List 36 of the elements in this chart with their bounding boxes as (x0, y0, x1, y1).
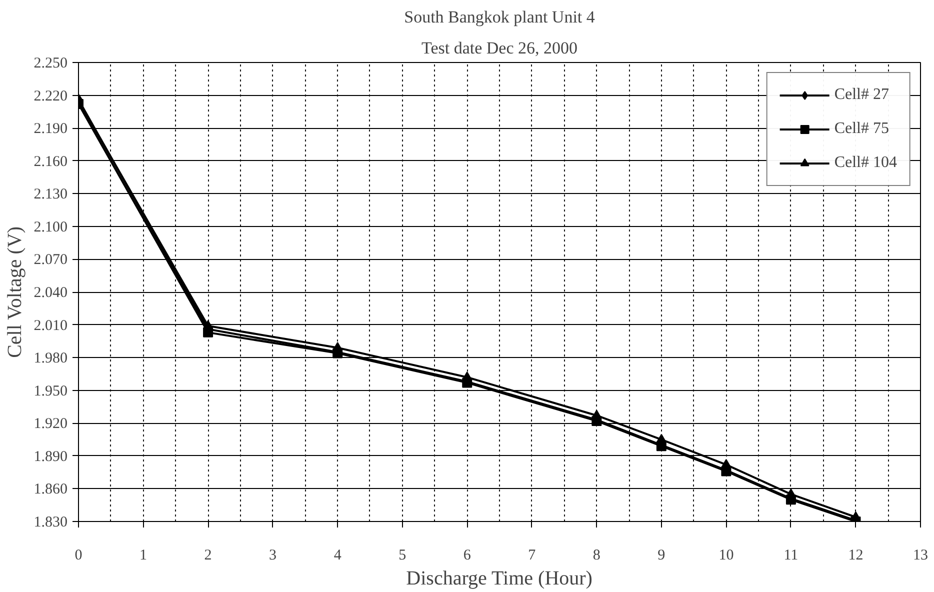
x-tick-label: 7 (528, 548, 536, 564)
x-tick-label: 3 (269, 548, 277, 564)
x-tick-label: 8 (592, 548, 600, 564)
chart-subtitle: Test date Dec 26, 2000 (421, 38, 578, 58)
x-tick-label: 9 (658, 548, 666, 564)
y-tick-label: 2.160 (34, 154, 68, 170)
y-tick-label: 1.890 (34, 448, 68, 465)
x-axis-title: Discharge Time (Hour) (406, 568, 592, 590)
x-tick-label: 12 (848, 548, 864, 564)
y-tick-label: 1.980 (34, 350, 68, 367)
y-tick-label: 1.860 (34, 482, 68, 498)
x-tick-label: 0 (74, 548, 82, 564)
y-tick-label: 2.010 (34, 318, 68, 334)
y-tick-label: 2.130 (34, 186, 68, 203)
x-tick-label: 5 (398, 548, 406, 564)
x-tick-label: 13 (913, 548, 928, 564)
x-tick-label: 4 (334, 548, 342, 564)
legend-label: Cell# 104 (834, 154, 897, 172)
chart-title: South Bangkok plant Unit 4 (404, 8, 596, 26)
x-tick-label: 2 (204, 548, 212, 564)
x-tick-label: 6 (463, 548, 472, 564)
x-tick-label: 10 (718, 548, 734, 564)
legend-label: Cell# 75 (834, 120, 889, 138)
y-tick-label: 2.100 (34, 219, 68, 236)
y-tick-label: 1.920 (34, 416, 68, 432)
y-tick-label: 2.040 (34, 285, 68, 301)
y-tick-label: 1.830 (34, 514, 68, 530)
y-tick-label: 1.950 (34, 383, 68, 400)
x-tick-label: 1 (140, 548, 148, 564)
y-tick-label: 2.190 (34, 121, 68, 138)
y-tick-label: 2.250 (34, 56, 68, 72)
y-axis-title: Cell Voltage (V) (4, 226, 26, 358)
y-tick-label: 2.220 (34, 88, 68, 104)
y-tick-label: 2.070 (34, 252, 68, 268)
x-tick-label: 11 (784, 548, 798, 564)
legend-label: Cell# 27 (834, 86, 889, 104)
